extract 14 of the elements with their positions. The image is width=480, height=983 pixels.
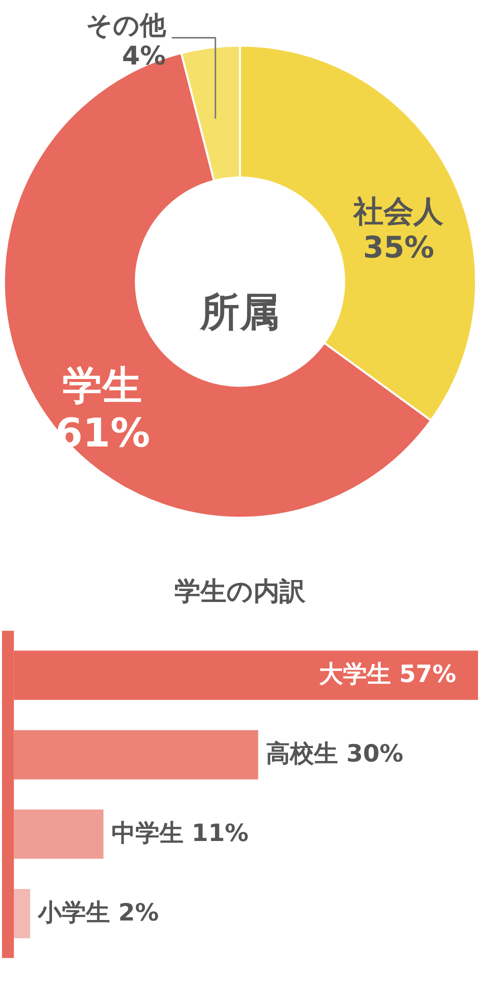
bar xyxy=(14,810,104,859)
data-label: 大学生 57% xyxy=(318,660,456,688)
bar xyxy=(14,888,30,938)
slice-label: その他 xyxy=(86,10,167,41)
text: 所属 xyxy=(199,289,280,336)
bar xyxy=(14,730,258,780)
data-label: 小学生 2% xyxy=(37,898,159,927)
data-label: 35% xyxy=(363,230,434,266)
data-label: 中学生 11% xyxy=(111,819,249,848)
slice-label: 学生 xyxy=(62,362,143,409)
chart-title: 学生の内訳 xyxy=(174,577,306,608)
slice-label: 社会人 xyxy=(352,194,445,230)
data-label: 高校生 30% xyxy=(266,740,404,768)
data-label: 4% xyxy=(122,42,166,72)
